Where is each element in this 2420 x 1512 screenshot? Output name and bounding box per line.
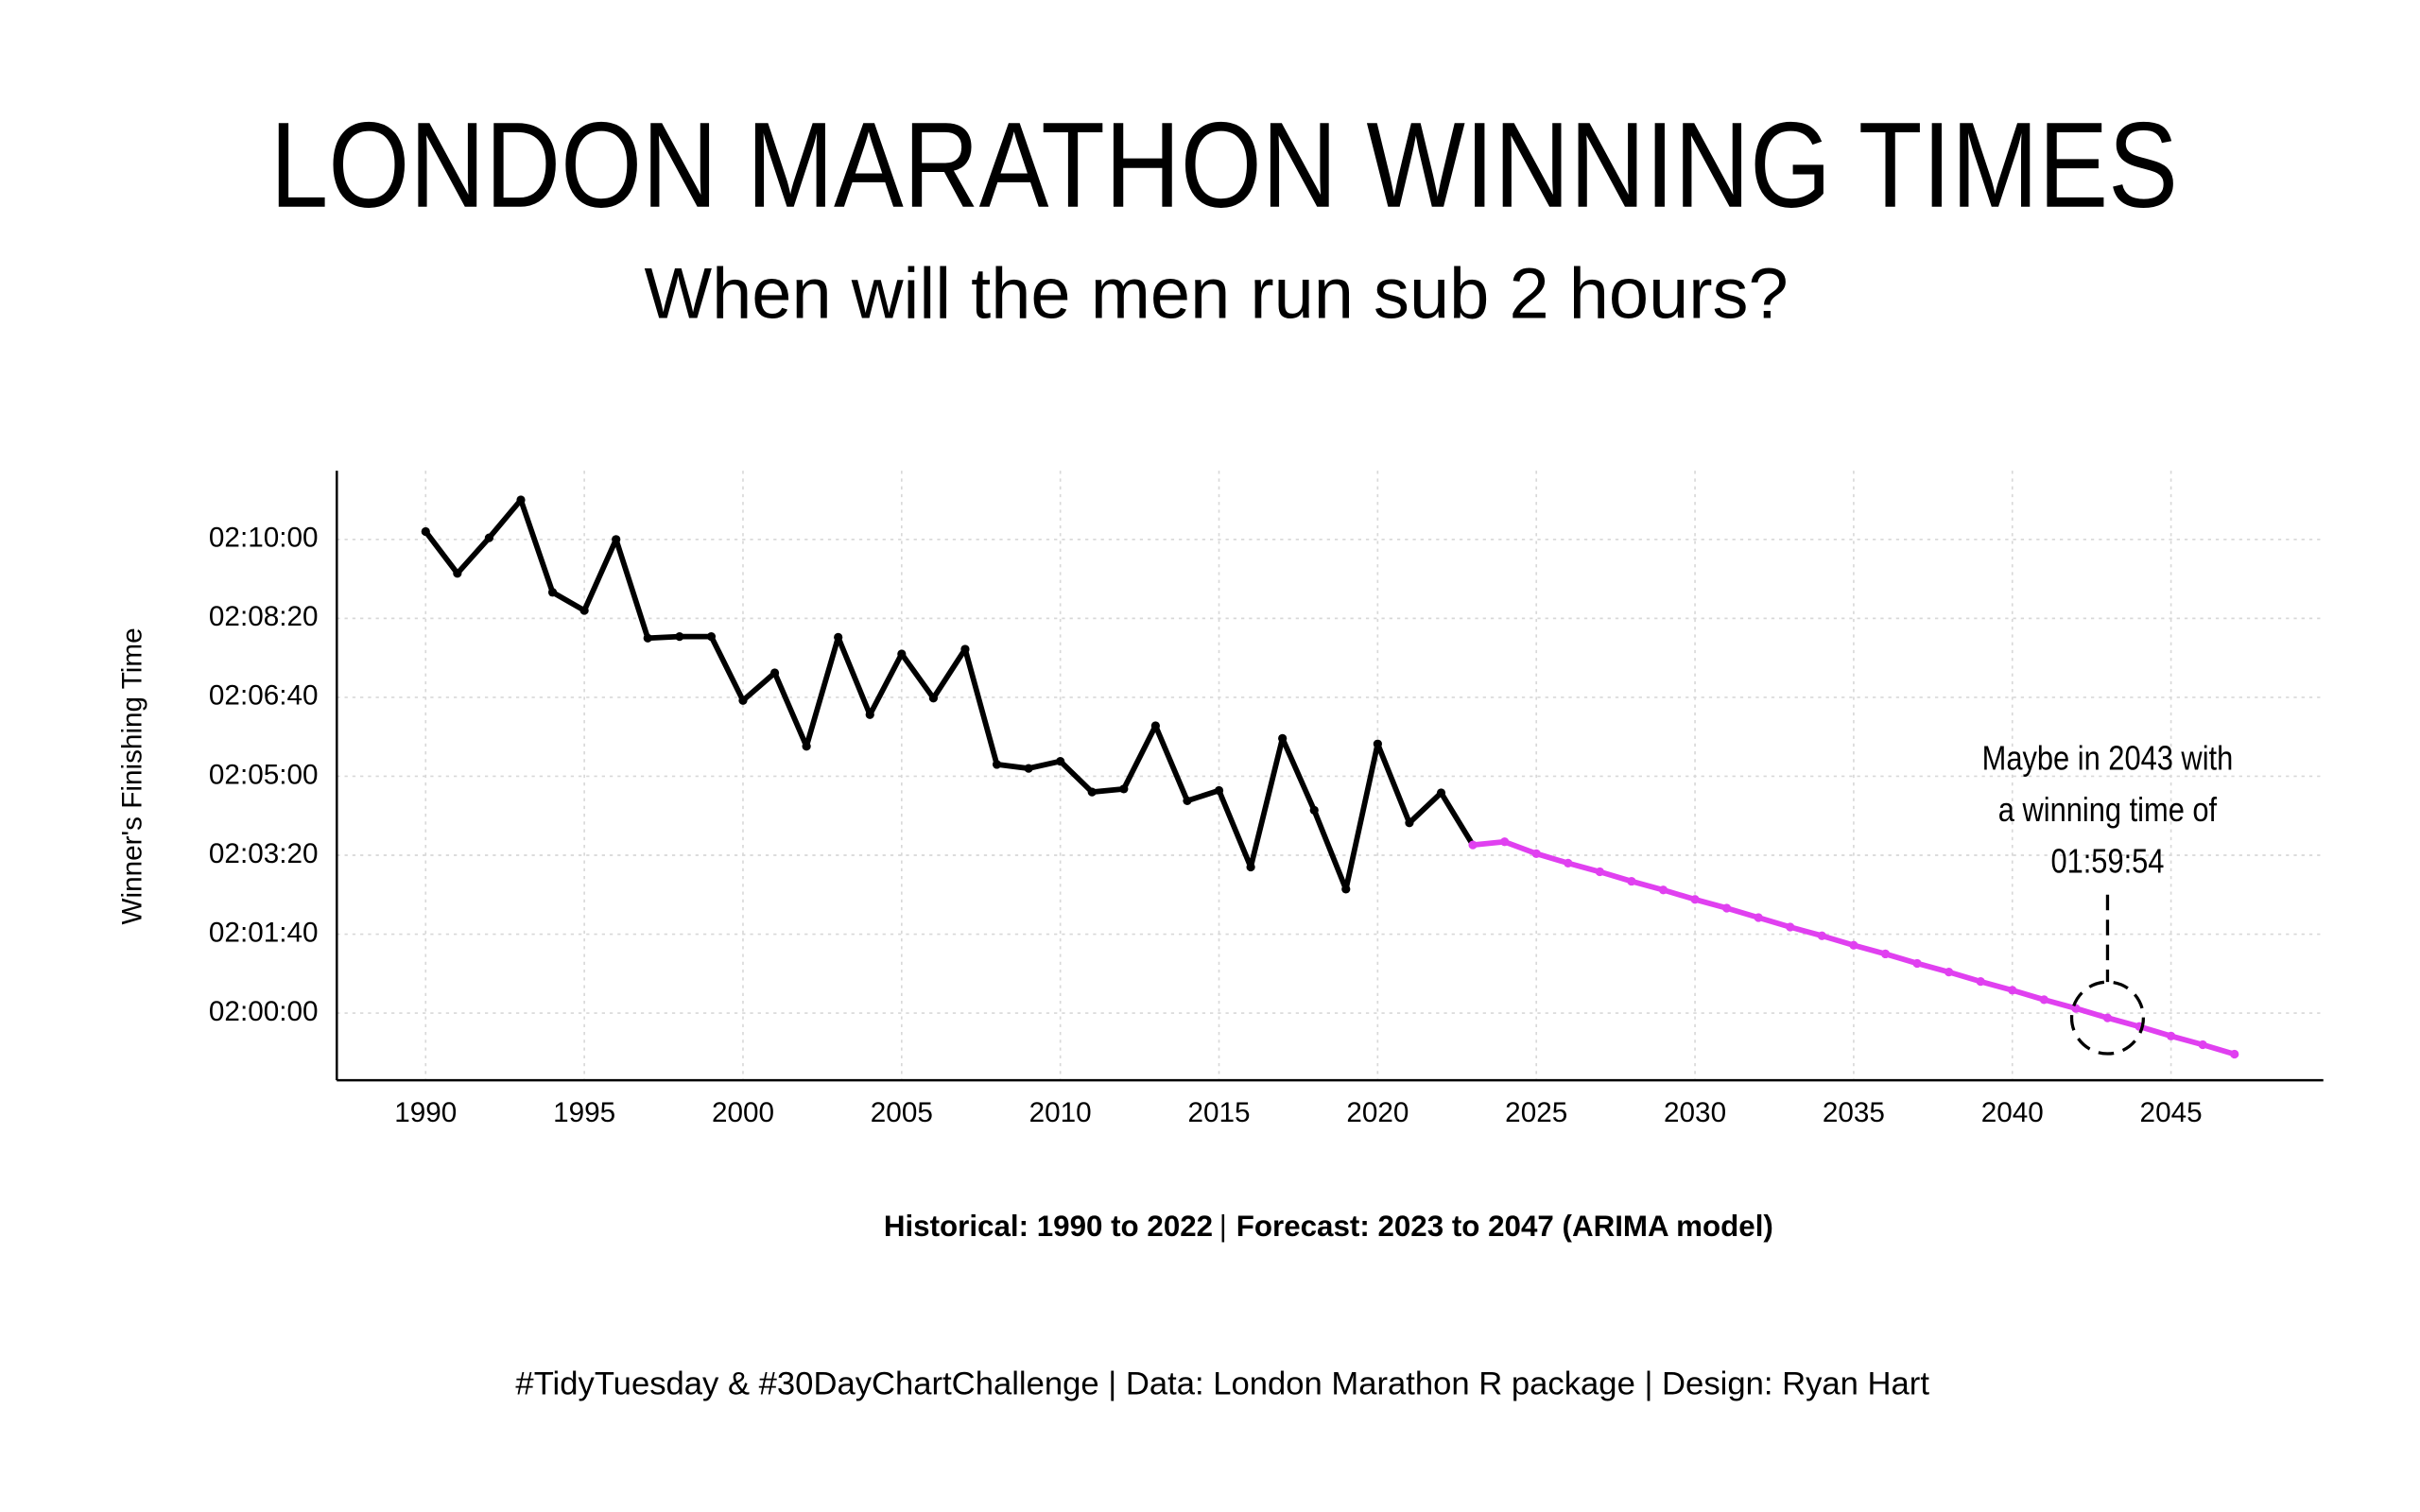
data-point bbox=[928, 694, 939, 703]
series-connector bbox=[1439, 791, 1476, 847]
y-tick-label: 02:03:20 bbox=[209, 838, 319, 869]
data-point bbox=[453, 569, 462, 578]
caption: #TidyTuesday & #30DayChartChallenge | Da… bbox=[515, 1366, 1929, 1402]
data-point bbox=[1119, 784, 1129, 794]
data-point bbox=[1278, 733, 1288, 743]
data-point bbox=[960, 644, 970, 654]
data-point bbox=[802, 742, 811, 751]
chart-title: LONDON MARATHON WINNING TIMES bbox=[270, 97, 2178, 233]
data-point bbox=[1880, 949, 1891, 959]
data-point bbox=[1595, 867, 1604, 877]
data-point bbox=[1658, 885, 1668, 895]
y-tick-label: 02:10:00 bbox=[209, 523, 319, 554]
data-point bbox=[1024, 764, 1033, 773]
data-point bbox=[834, 632, 843, 643]
data-point bbox=[1849, 940, 1858, 950]
data-point bbox=[2039, 995, 2048, 1005]
x-tick-label: 2035 bbox=[1823, 1097, 1885, 1128]
y-tick-label: 02:05:00 bbox=[209, 759, 319, 790]
data-point bbox=[1690, 895, 1700, 904]
data-point bbox=[1087, 787, 1097, 797]
data-point bbox=[1627, 876, 1636, 886]
y-axis-label: Winner's Finishing Time bbox=[117, 627, 148, 924]
data-point bbox=[1056, 756, 1065, 766]
annotation-text: Maybe in 2043 with bbox=[1982, 740, 2234, 778]
x-tick-label: 1995 bbox=[553, 1097, 615, 1128]
data-point bbox=[1531, 849, 1541, 858]
x-tick-label: 2015 bbox=[1187, 1097, 1250, 1128]
data-point bbox=[865, 710, 874, 719]
data-point bbox=[675, 631, 684, 642]
data-point bbox=[2166, 1031, 2176, 1040]
y-tick-label: 02:00:00 bbox=[209, 996, 319, 1027]
data-point bbox=[1500, 837, 1510, 847]
data-point bbox=[1183, 796, 1192, 805]
y-tick-label: 02:06:40 bbox=[209, 680, 319, 712]
y-tick-label: 02:08:20 bbox=[209, 601, 319, 632]
data-point bbox=[1754, 913, 1763, 922]
data-point bbox=[1564, 858, 1573, 868]
data-point bbox=[2198, 1040, 2207, 1050]
legend-separator: | bbox=[1219, 1210, 1227, 1243]
data-point bbox=[2008, 986, 2017, 995]
data-point bbox=[2102, 1013, 2113, 1022]
data-point bbox=[1786, 922, 1795, 932]
data-point bbox=[1436, 788, 1446, 798]
x-tick-label: 2030 bbox=[1664, 1097, 1726, 1128]
legend-entry: Forecast: 2023 to 2047 (ARIMA model) bbox=[1236, 1210, 1773, 1243]
data-point bbox=[1405, 818, 1414, 828]
annotation-text: a winning time of bbox=[1998, 792, 2218, 830]
x-tick-label: 2045 bbox=[2140, 1097, 2203, 1128]
x-tick-label: 2010 bbox=[1029, 1097, 1092, 1128]
x-tick-label: 2000 bbox=[712, 1097, 774, 1128]
data-point bbox=[992, 760, 1002, 769]
data-point bbox=[1214, 785, 1224, 796]
legend-entry: Historical: 1990 to 2022 bbox=[884, 1210, 1213, 1243]
data-point bbox=[769, 668, 780, 678]
data-point bbox=[2230, 1049, 2239, 1059]
data-point bbox=[2071, 1004, 2081, 1013]
data-point bbox=[738, 696, 748, 705]
data-point bbox=[484, 533, 494, 542]
data-point bbox=[1309, 805, 1319, 815]
data-point bbox=[1150, 721, 1160, 730]
data-point bbox=[1817, 931, 1826, 940]
data-point bbox=[1722, 903, 1732, 913]
data-point bbox=[706, 631, 717, 642]
chart-subtitle: When will the men run sub 2 hours? bbox=[645, 254, 1789, 335]
x-tick-label: 2040 bbox=[1981, 1097, 2044, 1128]
data-point bbox=[1341, 885, 1351, 894]
x-tick-label: 2020 bbox=[1346, 1097, 1409, 1128]
data-point bbox=[579, 606, 589, 615]
data-point bbox=[516, 495, 526, 505]
x-tick-label: 1990 bbox=[394, 1097, 457, 1128]
annotation-circle bbox=[2069, 980, 2146, 1056]
x-tick-label: 2005 bbox=[871, 1097, 933, 1128]
x-tick-label: 2025 bbox=[1505, 1097, 1567, 1128]
data-point bbox=[643, 633, 652, 643]
data-point bbox=[1912, 958, 1922, 969]
data-point bbox=[1246, 862, 1255, 872]
data-point bbox=[421, 526, 430, 537]
y-tick-label: 02:01:40 bbox=[209, 917, 319, 948]
data-point bbox=[1468, 840, 1478, 850]
data-point bbox=[1373, 739, 1382, 748]
data-point bbox=[547, 588, 558, 597]
data-point bbox=[1944, 968, 1954, 977]
data-point bbox=[897, 649, 907, 659]
annotation-text: 01:59:54 bbox=[2050, 843, 2164, 881]
data-point bbox=[612, 535, 621, 544]
legend: Historical: 1990 to 2022 | Forecast: 2023 … bbox=[884, 1210, 1773, 1243]
data-point bbox=[1976, 977, 1985, 987]
